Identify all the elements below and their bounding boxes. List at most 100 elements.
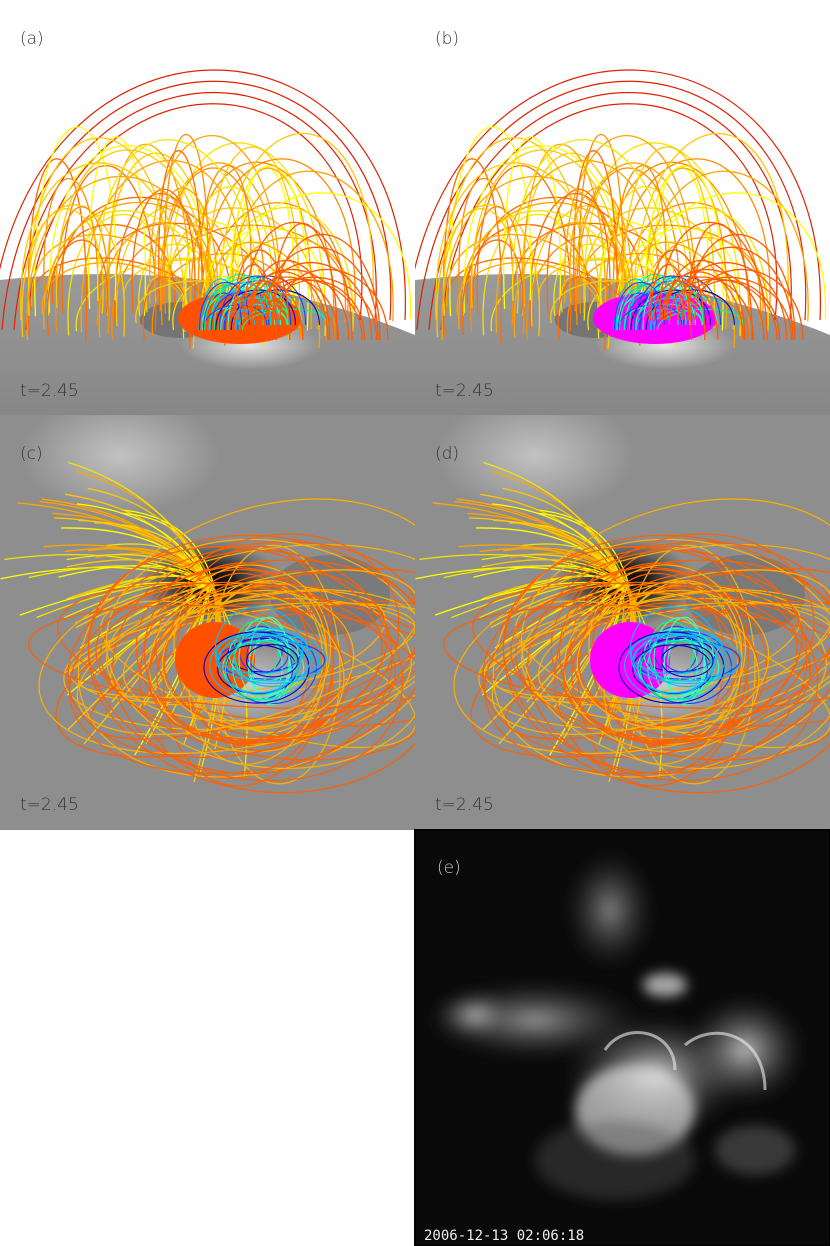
field-line xyxy=(495,159,660,333)
field-line xyxy=(108,143,191,334)
field-line xyxy=(666,259,746,341)
field-line xyxy=(481,559,627,587)
field-line xyxy=(99,592,415,761)
field-line xyxy=(106,582,412,740)
field-line xyxy=(27,158,88,343)
field-line xyxy=(200,227,323,322)
field-line xyxy=(577,545,749,787)
field-line xyxy=(491,569,830,735)
field-line xyxy=(453,544,830,755)
field-line xyxy=(203,304,268,331)
field-line xyxy=(163,133,209,315)
field-line xyxy=(220,240,294,313)
field-line xyxy=(233,628,311,688)
field-line xyxy=(122,589,415,722)
field-line xyxy=(0,566,214,590)
field-line xyxy=(154,187,219,329)
field-line xyxy=(635,240,709,313)
field-line xyxy=(650,263,692,341)
field-line xyxy=(13,91,377,331)
field-line xyxy=(694,268,804,341)
field-line xyxy=(34,126,117,317)
field-line xyxy=(254,278,363,341)
field-line xyxy=(251,259,331,341)
field-line xyxy=(105,543,207,588)
flux-rope xyxy=(175,622,255,698)
field-line xyxy=(502,534,830,794)
field-line xyxy=(688,279,781,341)
field-line xyxy=(663,271,744,341)
field-line xyxy=(659,221,768,341)
field-line xyxy=(245,644,299,678)
field-line xyxy=(653,280,719,341)
panel-label: (c) xyxy=(20,444,43,464)
field-line xyxy=(622,146,716,329)
field-line xyxy=(632,634,742,685)
field-line xyxy=(248,616,290,704)
field-line xyxy=(630,207,769,338)
field-line xyxy=(617,292,658,331)
field-line xyxy=(241,308,329,331)
field-line xyxy=(215,207,354,338)
field-line xyxy=(214,606,304,696)
field-line xyxy=(28,565,213,586)
field-line xyxy=(639,192,827,329)
field-line xyxy=(663,616,705,704)
field-line xyxy=(207,146,301,329)
field-line xyxy=(415,566,629,590)
field-line xyxy=(566,252,716,339)
field-line xyxy=(224,640,320,682)
field-line xyxy=(563,134,696,319)
field-line xyxy=(27,208,104,316)
field-line xyxy=(428,91,792,331)
field-line xyxy=(656,308,744,331)
field-line xyxy=(235,263,277,341)
field-line xyxy=(224,639,298,700)
field-line xyxy=(198,282,279,331)
field-line xyxy=(661,268,765,341)
field-line xyxy=(46,239,108,336)
field-line xyxy=(43,178,99,327)
field-line xyxy=(21,204,126,338)
field-line xyxy=(576,589,770,730)
field-line xyxy=(632,132,789,330)
field-line xyxy=(523,143,606,334)
field-line xyxy=(435,162,601,332)
field-line xyxy=(87,546,404,782)
field-line xyxy=(31,233,191,334)
field-line xyxy=(647,167,728,330)
field-line xyxy=(677,261,788,341)
field-line xyxy=(510,581,811,741)
field-line xyxy=(456,262,602,326)
field-line xyxy=(151,252,301,339)
field-line xyxy=(486,575,622,600)
field-line xyxy=(441,175,631,341)
field-line xyxy=(28,604,415,709)
field-line xyxy=(613,282,694,331)
field-line xyxy=(80,159,245,333)
field-line xyxy=(613,281,665,331)
field-line xyxy=(537,589,830,722)
field-line xyxy=(669,278,778,341)
field-line xyxy=(95,581,396,741)
panel-a xyxy=(0,0,415,415)
field-line xyxy=(148,134,281,319)
field-line xyxy=(131,188,196,314)
field-line xyxy=(279,268,389,341)
field-line xyxy=(67,213,171,336)
field-line xyxy=(648,628,726,688)
field-line xyxy=(563,570,803,743)
field-line xyxy=(660,644,714,678)
field-line xyxy=(217,634,327,685)
field-line xyxy=(449,126,532,317)
field-line xyxy=(161,589,355,730)
field-line xyxy=(273,279,366,341)
field-line xyxy=(272,222,338,341)
field-line xyxy=(639,639,713,700)
field-line xyxy=(470,567,830,758)
surface-bright xyxy=(435,415,635,515)
field-line xyxy=(419,553,627,589)
field-line xyxy=(76,569,415,735)
field-line xyxy=(569,187,634,329)
field-line xyxy=(687,222,753,341)
